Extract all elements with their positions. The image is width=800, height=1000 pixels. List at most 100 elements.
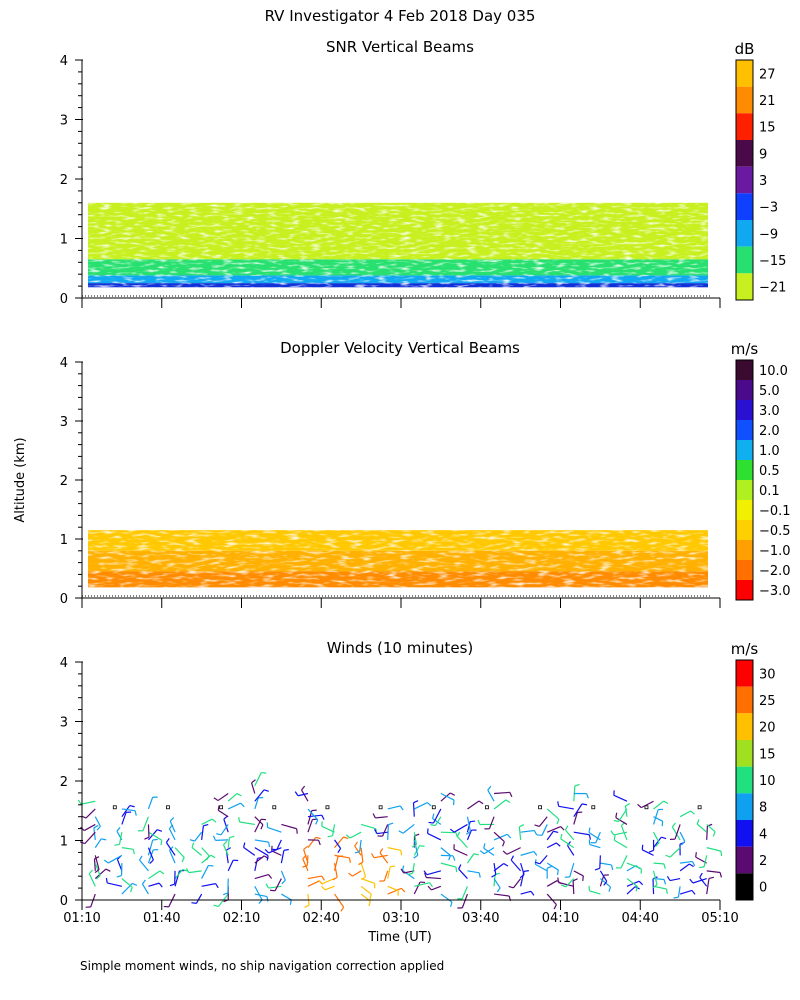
doppler-title: Doppler Velocity Vertical Beams [280,339,520,357]
wind-barb [239,821,255,826]
wind-barb [334,839,342,849]
wind-barb-flag [661,836,667,840]
wind-barb-flag [294,791,299,797]
wind-barb [613,839,628,849]
colorbar-label: 0.1 [759,484,780,499]
snr-panel: SNR Vertical Beams 0 1 2 3 4 27 21 15 9 3 −3 −9 −15… [60,38,786,308]
wind-barb [412,802,415,817]
wind-barb-flag [400,850,403,856]
wind-barb [432,818,442,825]
wind-barb [510,859,522,872]
wind-barb-flag [523,870,529,872]
wind-barb-flag [379,848,384,854]
wind-barb [94,816,101,827]
wind-barb [324,885,335,891]
wind-barb-flag [116,874,122,878]
wind-barb-flag [720,851,723,857]
wind-barb [706,847,722,852]
wind-barb-flag [206,855,210,861]
wind-barb-flag [182,868,188,872]
winds-panel: Winds (10 minutes) 0 1 2 3 4 01:10 01:40 02:10 0… [60,639,776,945]
wind-barb-flag [114,843,120,846]
wind-barb [440,847,451,856]
wind-barb-flag [134,810,137,816]
wind-barb [493,874,496,887]
wind-barb-flag [663,863,666,869]
wind-barb [334,854,350,859]
wind-barb-flag [258,899,263,905]
wind-barb-flag [479,850,485,855]
x-tick-label: 03:40 [462,911,499,926]
y-tick-label: 4 [60,54,68,69]
wind-barb-flag [229,835,235,839]
wind-barb [620,855,628,869]
wind-barb-flag [238,816,241,823]
colorbar-swatch [736,246,753,274]
wind-barb-flag [212,835,216,841]
wind-barb-flag [283,848,289,851]
wind-barb [107,854,123,864]
wind-barb [518,826,522,840]
colorbar-swatch [736,193,753,220]
wind-barb [223,818,229,833]
wind-barb [624,805,628,817]
wind-barb-flag [533,830,538,836]
wind-barb-flag [429,882,433,888]
wind-barb [652,878,655,895]
wind-barb [250,782,256,794]
wind-barb-flag [302,865,308,868]
wind-barb-flag [369,894,372,900]
wind-barb [653,885,667,890]
y-tick-label: 0 [60,592,68,607]
colorbar-unit: dB [735,40,755,58]
wind-barb-flag [564,825,569,831]
wind-barb [307,836,317,849]
wind-barb-flag [222,892,229,896]
wind-barb [254,858,259,871]
wind-barb-flag [449,828,455,833]
colorbar-swatch [736,480,753,500]
calm-marker [644,805,649,810]
wind-barb [201,825,205,840]
wind-barb-flag [423,870,428,876]
wind-barb-flag [560,826,565,831]
wind-barb [412,863,415,874]
wind-barb-flag [240,802,245,808]
wind-barb [354,845,362,856]
wind-barb [696,823,708,833]
colorbar-label: 15 [759,747,776,762]
wind-barb-flag [370,853,375,858]
calm-marker [272,805,277,810]
wind-barb-flag [458,864,462,870]
wind-barb-flag [141,879,146,885]
wind-barb-flag [465,831,471,835]
wind-barb-flag [321,875,325,881]
wind-barb-flag [304,904,310,908]
wind-barb [626,878,638,887]
wind-barb [376,831,388,835]
y-axis-label: Altitude (km) [13,437,28,522]
colorbar-frame [735,359,754,601]
wind-barb [653,862,664,865]
x-tick-label: 03:10 [382,911,419,926]
wind-barb-flag [343,836,349,840]
wind-barbs [77,772,723,912]
wind-barb-flag [158,882,163,888]
wind-barb [254,839,269,843]
wind-barb [493,831,505,843]
doppler-colorbar: 10.0 5.0 3.0 2.0 1.0 0.5 0.1 −0.1 −0.5 −1.0 −2.0 −3… [731,340,791,601]
wind-barb [84,831,96,844]
wind-barb [413,839,419,856]
wind-barb [506,847,521,855]
wind-barb-flag [165,838,170,843]
y-tick-label: 0 [60,894,68,909]
wind-barb [147,839,154,856]
wind-barb [453,823,468,833]
wind-barb [174,869,184,879]
wind-barb-flag [455,866,458,873]
wind-barb-flag [93,824,99,829]
wind-barb [595,831,601,844]
wind-barb [267,826,282,833]
y-tick-label: 3 [60,114,68,129]
wind-barb-flag [689,863,694,868]
